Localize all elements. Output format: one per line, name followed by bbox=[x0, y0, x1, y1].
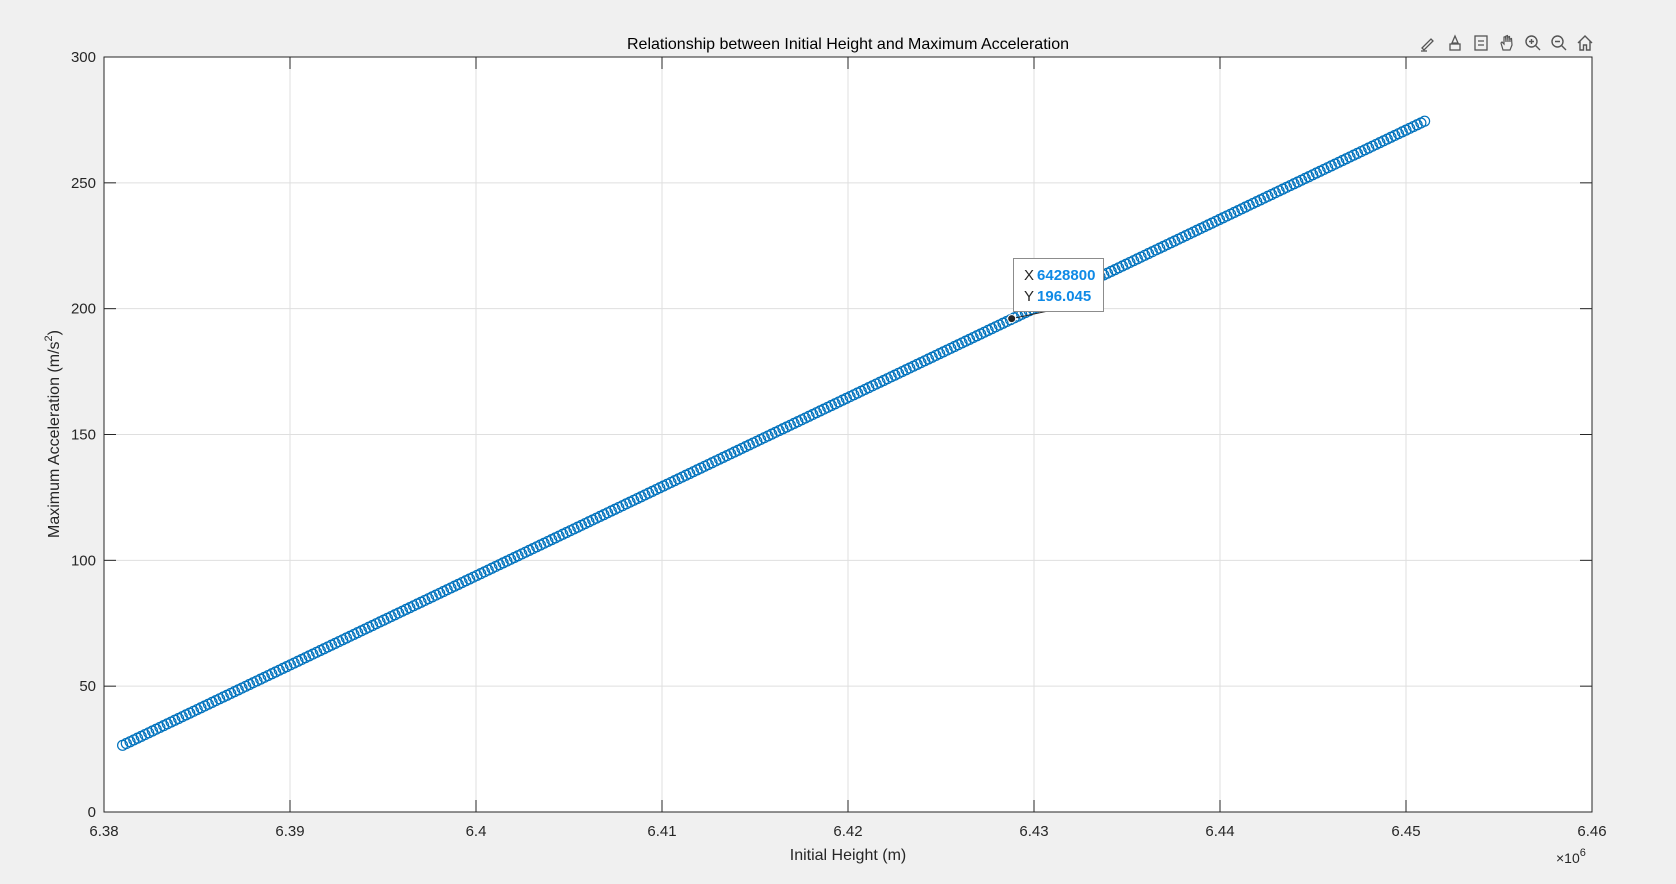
x-tick-label: 6.4 bbox=[466, 823, 487, 840]
x-exponent-power: 6 bbox=[1580, 847, 1586, 859]
axes-box bbox=[103, 56, 1593, 813]
legend-icon[interactable] bbox=[1470, 32, 1492, 54]
y-axis-label-superscript: 2 bbox=[43, 335, 55, 341]
pan-icon[interactable] bbox=[1496, 32, 1518, 54]
data-point bbox=[1418, 115, 1431, 127]
x-tick-label: 6.41 bbox=[647, 823, 676, 840]
scatter-series[interactable] bbox=[116, 115, 1431, 751]
y-axis-label-main: Maximum Acceleration (m/s bbox=[46, 341, 63, 538]
y-tick-label: 300 bbox=[71, 49, 96, 66]
x-tick-label: 6.44 bbox=[1205, 823, 1234, 840]
x-tick-label: 6.38 bbox=[89, 823, 118, 840]
home-icon[interactable] bbox=[1574, 32, 1596, 54]
x-tick-label: 6.43 bbox=[1019, 823, 1048, 840]
x-exponent-base: ×10 bbox=[1556, 850, 1580, 866]
y-tick-label: 150 bbox=[71, 427, 96, 444]
data-tip[interactable]: X 6428800 Y 196.045 bbox=[1013, 258, 1105, 312]
x-axis-exponent: ×106 bbox=[1556, 847, 1586, 866]
data-tip-icon[interactable] bbox=[1444, 32, 1466, 54]
datatip-x-label: X bbox=[1024, 267, 1035, 284]
x-tick-label: 6.46 bbox=[1577, 823, 1606, 840]
x-tick-label: 6.39 bbox=[275, 823, 304, 840]
y-tick-label: 0 bbox=[88, 804, 96, 821]
datatip-y-value: 196.045 bbox=[1037, 288, 1092, 305]
x-tick-label: 6.42 bbox=[833, 823, 862, 840]
highlighted-data-point[interactable] bbox=[1007, 314, 1017, 324]
y-tick-labels: 0 50 100 150 200 250 300 bbox=[71, 49, 96, 821]
y-tick-label: 200 bbox=[71, 301, 96, 318]
y-axis-label-end: ) bbox=[46, 330, 63, 335]
datatip-x-value: 6428800 bbox=[1037, 267, 1096, 284]
y-tick-label: 250 bbox=[71, 175, 96, 192]
zoom-in-icon[interactable] bbox=[1522, 32, 1544, 54]
datatip-y-label: Y bbox=[1024, 288, 1035, 305]
y-tick-label: 50 bbox=[79, 678, 96, 695]
datatip-x-row: X 6428800 bbox=[1024, 265, 1095, 286]
x-tick-labels: 6.38 6.39 6.4 6.41 6.42 6.43 6.44 6.45 6.46 bbox=[89, 823, 1606, 840]
x-tick-label: 6.45 bbox=[1391, 823, 1420, 840]
y-tick-label: 100 bbox=[71, 552, 96, 569]
zoom-out-icon[interactable] bbox=[1548, 32, 1570, 54]
y-axis-label: Maximum Acceleration (m/s2) bbox=[43, 330, 63, 538]
brush-icon[interactable] bbox=[1418, 32, 1440, 54]
datatip-y-row: Y 196.045 bbox=[1024, 286, 1095, 307]
x-axis-label: Initial Height (m) bbox=[790, 847, 906, 864]
chart-title: Relationship between Initial Height and … bbox=[627, 36, 1069, 53]
axes-toolbar bbox=[1418, 32, 1596, 54]
